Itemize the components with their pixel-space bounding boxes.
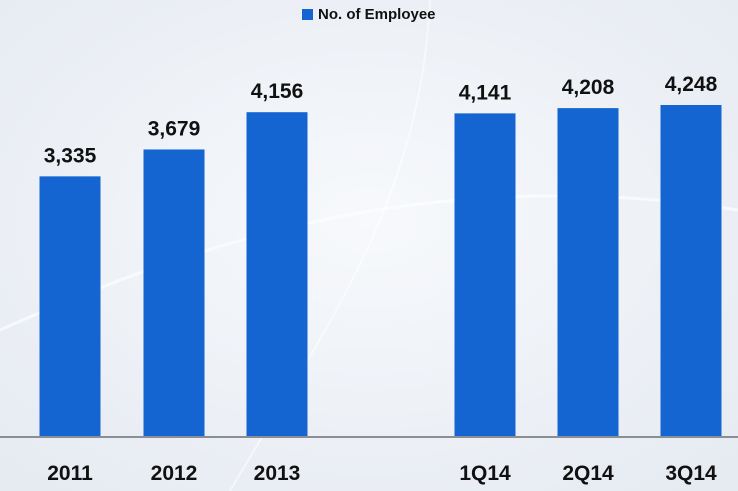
category-label: 2012: [151, 462, 198, 485]
legend: No. of Employee: [302, 6, 436, 23]
category-label: 1Q14: [459, 462, 511, 485]
value-labels-layer: 3,335 3,679 4,156 4,141 4,208 4,248: [44, 73, 718, 167]
category-label: 3Q14: [665, 462, 717, 485]
category-label: 2Q14: [562, 462, 614, 485]
bars-layer: [39, 105, 722, 438]
category-label: 2011: [47, 462, 93, 485]
legend-label: No. of Employee: [318, 6, 436, 23]
bar: [39, 176, 101, 438]
category-labels-layer: 2011 2012 2013 1Q14 2Q14 3Q14: [47, 462, 717, 485]
bar-value-label: 4,208: [562, 76, 615, 99]
bar-value-label: 4,248: [665, 73, 718, 96]
category-label: 2013: [254, 462, 301, 485]
bar: [660, 105, 722, 437]
bar-value-label: 4,141: [459, 81, 512, 104]
bar-value-label: 3,679: [148, 117, 201, 140]
legend-swatch: [302, 9, 313, 20]
bar-value-label: 3,335: [44, 144, 97, 167]
bar: [454, 113, 516, 438]
bar: [557, 108, 619, 438]
bar: [143, 149, 205, 438]
bar-value-label: 4,156: [251, 80, 304, 103]
bar: [246, 112, 308, 437]
